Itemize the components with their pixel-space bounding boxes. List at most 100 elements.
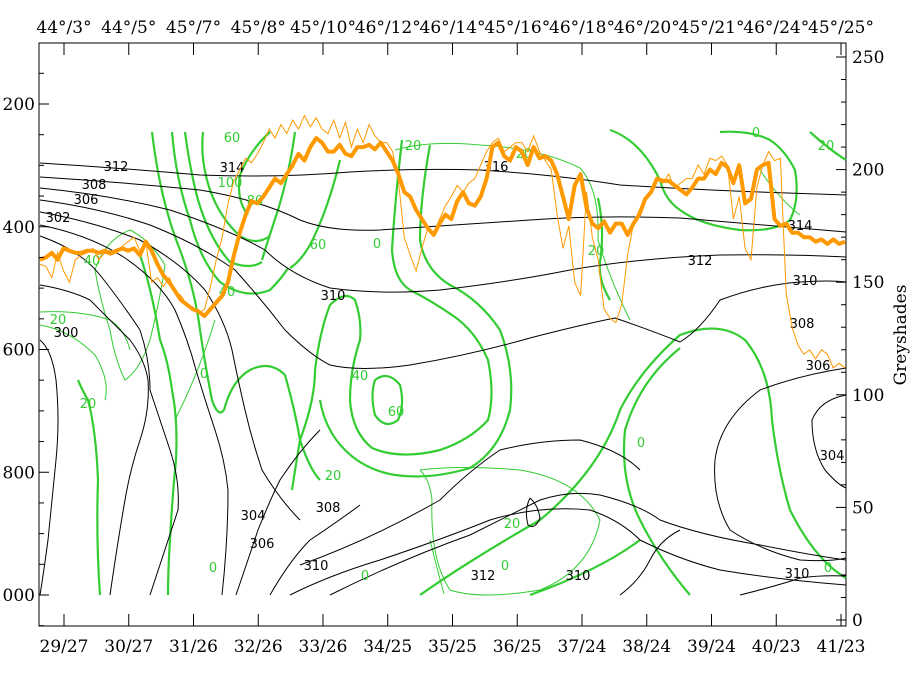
wind-contour xyxy=(76,379,102,596)
top-tick-label: 46°/18° xyxy=(549,18,615,38)
wind-contour xyxy=(150,131,321,481)
wind-thin-contour xyxy=(429,539,445,595)
left-tick-label: 400 xyxy=(3,218,35,238)
wind-contour-label: 0 xyxy=(200,367,208,382)
top-tick-label: 45°/16° xyxy=(484,18,550,38)
theta-e-contour-label: 314 xyxy=(788,219,813,234)
wind-contour xyxy=(183,131,263,268)
theta-e-contours xyxy=(39,162,847,596)
wind-contour-label: 100 xyxy=(218,176,243,191)
left-tick-label: 200 xyxy=(3,95,35,115)
top-tick-label: 46°/20° xyxy=(614,18,680,38)
bottom-tick-label: 39/24 xyxy=(687,637,736,657)
wind-thin-contour xyxy=(39,324,107,401)
top-tick-label: 45°/10° xyxy=(290,18,356,38)
theta-e-contour-label: 312 xyxy=(688,254,713,269)
bottom-tick-label: 41/23 xyxy=(817,637,866,657)
top-tick-label: 45°/7° xyxy=(166,18,221,38)
bottom-tick-label: 37/24 xyxy=(558,637,607,657)
theta-e-contour-label: 304 xyxy=(241,509,266,524)
wind-contour xyxy=(138,254,178,596)
theta-e-contour-label: 306 xyxy=(806,359,831,374)
theta-e-contour-label: 304 xyxy=(820,449,845,464)
wind-contour xyxy=(529,539,641,597)
wind-contour xyxy=(596,197,611,301)
theta-e-contour-label: 310 xyxy=(321,289,346,304)
wind-contour xyxy=(289,159,342,269)
theta-e-contour xyxy=(289,508,847,596)
bottom-tick-label: 35/25 xyxy=(428,637,477,657)
right-axis-label: Greyshades xyxy=(891,285,911,386)
plot-frame xyxy=(38,42,847,627)
left-tick-label: 1000 xyxy=(0,586,35,606)
wind-contour-label: 0 xyxy=(637,436,645,451)
bottom-tick-label: 29/27 xyxy=(40,637,89,657)
top-tick-label: 46°/24° xyxy=(743,18,809,38)
theta-e-contour-label: 310 xyxy=(566,569,591,584)
wind-contour-label: 20 xyxy=(504,517,521,532)
wind-contour-label: 0 xyxy=(824,561,832,576)
theta-e-contour xyxy=(39,235,179,596)
theta-e-contour-label: 308 xyxy=(82,178,107,193)
wind-contour-label: 40 xyxy=(352,369,369,384)
wind-contour-label: 0 xyxy=(501,559,509,574)
bottom-tick-label: 32/26 xyxy=(234,637,283,657)
wind-contour-label: 0 xyxy=(373,237,381,252)
theta-e-contour xyxy=(811,394,847,489)
theta-e-contour xyxy=(39,199,847,369)
theta-e-contour xyxy=(299,439,641,566)
left-tick-label: 600 xyxy=(3,341,35,361)
top-tick-label: 45°/25° xyxy=(808,18,874,38)
theta-e-contour xyxy=(39,187,847,293)
wind-contour xyxy=(237,131,271,216)
theta-e-contour xyxy=(39,224,229,596)
right-tick-label: 200 xyxy=(852,161,884,181)
bottom-tick-label: 36/25 xyxy=(493,637,542,657)
wind-thin-contour xyxy=(579,167,631,321)
bottom-tick-label: 34/25 xyxy=(363,637,412,657)
wind-contour-label: 0 xyxy=(752,126,760,141)
theta-e-contour-label: 310 xyxy=(793,274,818,289)
right-tick-label: 0 xyxy=(852,611,863,631)
theta-e-contour xyxy=(714,367,847,562)
wind-contour xyxy=(371,374,404,426)
top-tick-label: 45°/21° xyxy=(679,18,745,38)
wind-contour-label: 60 xyxy=(310,238,327,253)
theta-e-contour-label: 308 xyxy=(316,501,341,516)
top-tick-label: 46°/12° xyxy=(355,18,421,38)
wind-contour-label: 0 xyxy=(361,569,369,584)
wind-contour xyxy=(809,131,847,161)
wind-thin-contour xyxy=(394,142,581,169)
theta-e-contour-label: 306 xyxy=(250,537,275,552)
right-tick-label: 50 xyxy=(852,498,874,518)
wind-thin-contour xyxy=(174,319,216,421)
theta-e-contour-label: 312 xyxy=(104,160,129,175)
top-tick-label: 45°/8° xyxy=(231,18,286,38)
theta-e-contour-label: 302 xyxy=(46,211,71,226)
theta-e-contour xyxy=(39,176,847,233)
theta-e-contour xyxy=(525,497,541,527)
bottom-tick-label: 33/26 xyxy=(299,637,348,657)
top-tick-label: 44°/3° xyxy=(36,18,91,38)
theta-e-contour xyxy=(739,575,847,596)
bottom-tick-label: 38/24 xyxy=(622,637,671,657)
wind-contour xyxy=(290,139,493,491)
greyshade-thick-line xyxy=(39,136,846,318)
theta-e-contour-label: 310 xyxy=(304,559,329,574)
right-tick-label: 100 xyxy=(852,386,884,406)
axis-labels: 200400600800100005010015020025029/2730/2… xyxy=(0,18,884,657)
wind-thin-contour xyxy=(759,169,801,216)
theta-e-contour-label: 308 xyxy=(790,317,815,332)
wind-contour-label: 20 xyxy=(325,469,342,484)
wind-contour xyxy=(419,327,847,596)
theta-e-contour xyxy=(39,211,301,521)
wind-contour xyxy=(260,131,297,261)
wind-contour-label: 20 xyxy=(80,397,97,412)
theta-e-contour-label: 306 xyxy=(74,193,99,208)
theta-e-contour xyxy=(39,162,847,196)
right-tick-label: 150 xyxy=(852,273,884,293)
wind-thin-contour xyxy=(419,467,601,596)
bottom-tick-label: 40/23 xyxy=(752,637,801,657)
bottom-tick-label: 30/27 xyxy=(104,637,153,657)
